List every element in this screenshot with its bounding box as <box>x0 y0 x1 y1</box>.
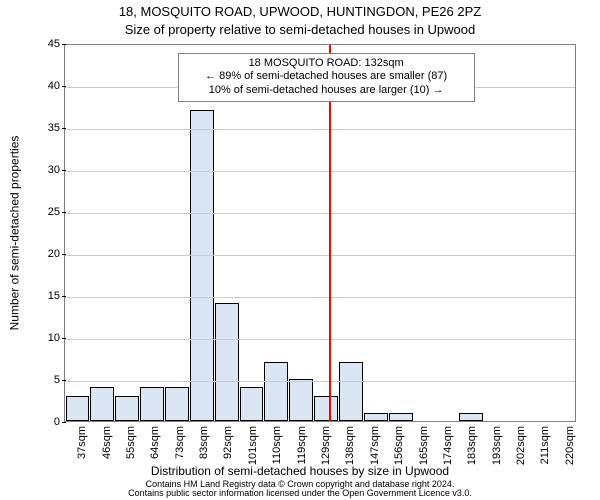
y-tick-label: 40 <box>30 80 60 92</box>
footer-attribution: Contains HM Land Registry data © Crown c… <box>0 480 600 498</box>
bar <box>314 396 338 421</box>
annotation-line: 10% of semi-detached houses are larger (… <box>185 84 468 98</box>
x-tick-label: 183sqm <box>466 426 478 465</box>
gridline <box>65 255 575 256</box>
bar <box>289 379 313 421</box>
bar <box>364 413 388 421</box>
gridline <box>65 339 575 340</box>
bar <box>165 387 189 421</box>
bar <box>140 387 164 421</box>
x-tick-label: 211sqm <box>539 426 551 464</box>
bar <box>215 303 239 421</box>
annotation-box: 18 MOSQUITO ROAD: 132sqm← 89% of semi-de… <box>178 53 475 102</box>
x-tick-label: 174sqm <box>442 426 454 465</box>
x-tick-label: 92sqm <box>222 426 234 459</box>
x-tick-label: 193sqm <box>491 426 503 465</box>
x-tick-label: 83sqm <box>198 426 210 459</box>
y-tick-label: 35 <box>30 122 60 134</box>
x-tick-label: 110sqm <box>271 426 283 464</box>
bar <box>90 387 114 421</box>
x-axis-label: Distribution of semi-detached houses by … <box>0 464 600 478</box>
x-tick-label: 101sqm <box>247 426 259 465</box>
chart-title: Size of property relative to semi-detach… <box>0 22 600 37</box>
annotation-line: ← 89% of semi-detached houses are smalle… <box>185 70 468 84</box>
bar <box>66 396 90 421</box>
chart-container: 18, MOSQUITO ROAD, UPWOOD, HUNTINGDON, P… <box>0 0 600 500</box>
x-tick-label: 55sqm <box>125 426 137 459</box>
y-tick-label: 15 <box>30 290 60 302</box>
gridline <box>65 381 575 382</box>
y-axis-label: Number of semi-detached properties <box>6 44 22 422</box>
gridline <box>65 213 575 214</box>
x-tick-label: 46sqm <box>101 426 113 459</box>
x-tick-label: 73sqm <box>174 426 186 459</box>
x-tick-label: 202sqm <box>515 426 527 465</box>
x-tick-label: 147sqm <box>369 426 381 465</box>
y-tick-label: 0 <box>30 416 60 428</box>
x-tick-label: 165sqm <box>418 426 430 465</box>
x-tick-label: 37sqm <box>76 426 88 459</box>
plot-area: 18 MOSQUITO ROAD: 132sqm← 89% of semi-de… <box>64 44 576 422</box>
y-tick-label: 25 <box>30 206 60 218</box>
bar <box>190 110 214 421</box>
annotation-line: 18 MOSQUITO ROAD: 132sqm <box>185 57 468 71</box>
x-tick-label: 220sqm <box>564 426 576 465</box>
footer-line-2: Contains public sector information licen… <box>128 488 472 498</box>
bar <box>459 413 483 421</box>
y-tick-label: 10 <box>30 332 60 344</box>
bar <box>115 396 139 421</box>
x-tick-label: 129sqm <box>320 426 332 465</box>
chart-supertitle: 18, MOSQUITO ROAD, UPWOOD, HUNTINGDON, P… <box>0 4 600 19</box>
gridline <box>65 297 575 298</box>
bar <box>389 413 413 421</box>
gridline <box>65 129 575 130</box>
x-tick-label: 138sqm <box>344 426 356 465</box>
x-tick-label: 64sqm <box>149 426 161 459</box>
x-tick-label: 156sqm <box>393 426 405 465</box>
x-tick-label: 119sqm <box>296 426 308 464</box>
y-tick-label: 20 <box>30 248 60 260</box>
y-tick-label: 5 <box>30 374 60 386</box>
bar <box>264 362 288 421</box>
bar <box>240 387 264 421</box>
bar <box>339 362 363 421</box>
y-tick-label: 45 <box>30 38 60 50</box>
gridline <box>65 171 575 172</box>
y-tick-label: 30 <box>30 164 60 176</box>
